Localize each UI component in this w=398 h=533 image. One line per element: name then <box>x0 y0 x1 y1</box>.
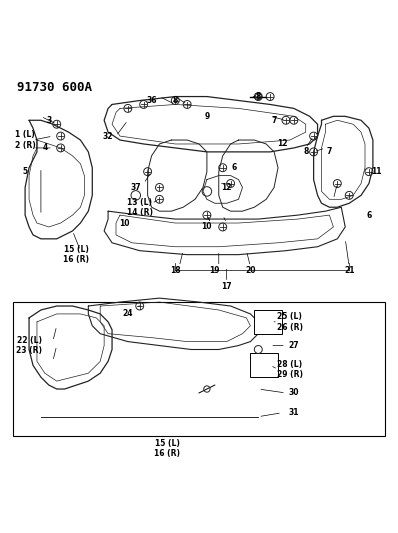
Bar <box>250 353 278 377</box>
Text: 5: 5 <box>23 167 28 176</box>
Text: 1 (L)
2 (R): 1 (L) 2 (R) <box>15 131 35 150</box>
Text: 6: 6 <box>366 211 372 220</box>
Bar <box>13 302 385 437</box>
Text: 6: 6 <box>232 163 237 172</box>
Text: 4: 4 <box>42 143 47 152</box>
Text: 21: 21 <box>344 266 355 275</box>
Text: 8: 8 <box>303 148 308 156</box>
Text: 20: 20 <box>245 266 256 275</box>
Text: 17: 17 <box>221 282 232 291</box>
Text: 10: 10 <box>202 222 212 231</box>
Text: 36: 36 <box>146 96 157 105</box>
Text: 12: 12 <box>221 183 232 192</box>
Bar <box>254 310 282 334</box>
Text: 27: 27 <box>289 341 299 350</box>
Text: 28 (L)
29 (R): 28 (L) 29 (R) <box>277 360 303 379</box>
Text: 37: 37 <box>131 183 141 192</box>
Text: 8: 8 <box>173 96 178 105</box>
Text: 7: 7 <box>271 116 277 125</box>
Text: 12: 12 <box>277 140 287 149</box>
Text: 10: 10 <box>119 219 129 228</box>
Text: 32: 32 <box>103 132 113 141</box>
Text: 30: 30 <box>289 389 299 398</box>
Text: 13 (L)
14 (R): 13 (L) 14 (R) <box>127 198 153 217</box>
Text: 3: 3 <box>46 116 51 125</box>
Text: 22 (L)
23 (R): 22 (L) 23 (R) <box>16 336 42 355</box>
Text: 24: 24 <box>123 310 133 318</box>
Text: 19: 19 <box>210 266 220 275</box>
Text: 15 (L)
16 (R): 15 (L) 16 (R) <box>154 439 180 458</box>
Text: 11: 11 <box>372 167 382 176</box>
Text: 31: 31 <box>289 408 299 417</box>
Text: 15 (L)
16 (R): 15 (L) 16 (R) <box>64 245 90 264</box>
Text: 25 (L)
26 (R): 25 (L) 26 (R) <box>277 312 303 332</box>
Text: 8: 8 <box>256 92 261 101</box>
Text: 9: 9 <box>204 112 209 121</box>
Text: 7: 7 <box>327 148 332 156</box>
Text: 91730 600A: 91730 600A <box>17 80 92 94</box>
Text: 18: 18 <box>170 266 181 275</box>
